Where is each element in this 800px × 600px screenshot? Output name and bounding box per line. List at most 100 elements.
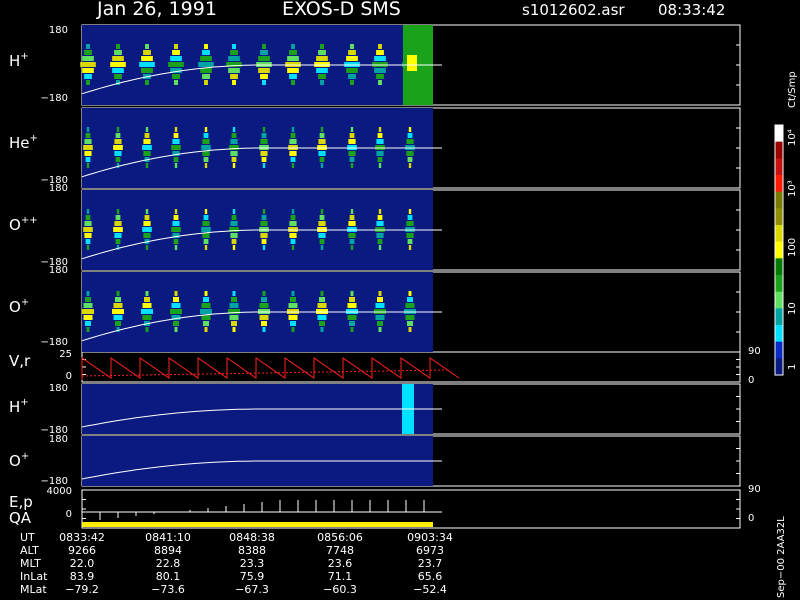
spectral-cell <box>173 297 179 302</box>
spectral-cell <box>262 127 266 132</box>
spectral-cell <box>230 74 238 79</box>
spectral-cell <box>287 68 299 73</box>
spectral-cell <box>405 303 415 308</box>
tick-op-bottom: −180 <box>41 337 68 348</box>
spectral-cell <box>258 68 270 73</box>
spectral-cell <box>346 56 358 61</box>
spectral-cell <box>229 145 239 150</box>
spectral-cell <box>228 309 240 314</box>
spectral-cell <box>319 157 325 162</box>
colorbar-segment <box>775 291 783 309</box>
spectral-cell <box>230 50 238 55</box>
spectral-cell <box>83 315 93 320</box>
spectral-cell <box>408 245 412 250</box>
spectral-cell <box>232 127 236 132</box>
colorbar-segment <box>775 191 783 209</box>
spectral-cell <box>260 233 268 238</box>
spectral-cell <box>174 245 178 250</box>
spectral-cell <box>230 139 238 144</box>
spectral-cell <box>349 239 355 244</box>
spectral-cell <box>230 233 238 238</box>
spectral-cell <box>115 239 121 244</box>
spectral-cell <box>350 327 354 332</box>
spectral-cell <box>232 327 236 332</box>
spectral-cell <box>287 56 299 61</box>
footer-value: −79.2 <box>65 583 99 596</box>
spectral-cell <box>289 151 297 156</box>
qa-bar <box>82 522 433 527</box>
tick-h2-top: 180 <box>49 383 68 394</box>
spectral-cell <box>350 44 354 49</box>
footer-value: 23.7 <box>418 557 443 570</box>
spectral-cell <box>170 309 182 314</box>
spectral-cell <box>232 209 236 214</box>
spectral-cell <box>231 321 237 326</box>
spectral-cell <box>86 291 90 296</box>
velocity-trace <box>81 357 460 380</box>
spectral-cell <box>231 297 237 302</box>
spectral-cell <box>145 245 149 250</box>
spectral-cell <box>173 321 179 326</box>
footer-value: 0848:38 <box>229 531 275 544</box>
spectral-cell <box>350 209 354 214</box>
spectral-cell <box>316 68 328 73</box>
spectral-cell <box>317 315 327 320</box>
spectral-cell <box>114 50 122 55</box>
label-o-plusplus: O++ <box>9 215 38 234</box>
spectral-cell <box>289 233 297 238</box>
spectral-cell <box>320 44 324 49</box>
spectral-cell <box>116 44 120 49</box>
spectral-cell <box>116 127 120 132</box>
spectral-cell <box>174 127 178 132</box>
spectral-cell <box>85 321 91 326</box>
label-o-plus: O+ <box>9 297 29 316</box>
spectral-cell <box>290 157 296 162</box>
spectral-cell <box>83 303 93 308</box>
spectral-cell <box>204 291 208 296</box>
footer-value: 65.6 <box>418 570 443 583</box>
spectral-cell <box>85 239 91 244</box>
footer-value: −52.4 <box>413 583 447 596</box>
spectral-cell <box>202 139 210 144</box>
spectral-cell <box>289 139 297 144</box>
spectral-cell <box>172 50 180 55</box>
label-ep: E,p <box>9 493 33 511</box>
footer-value: 23.3 <box>240 557 265 570</box>
plot-time: 08:33:42 <box>658 1 725 19</box>
footer-value: 83.9 <box>70 570 95 583</box>
spectral-cell <box>113 227 123 232</box>
spectral-cell <box>377 321 383 326</box>
label-vr: V,r <box>9 352 31 370</box>
spectral-cell <box>289 221 297 226</box>
spectral-cell <box>203 133 209 138</box>
spectral-cell <box>291 80 295 85</box>
spectral-cell <box>319 321 325 326</box>
colorbar-label-1: 1 <box>787 364 798 370</box>
spectral-cell <box>204 209 208 214</box>
spectral-cell <box>350 80 354 85</box>
spectral-cell <box>143 233 151 238</box>
spectral-cell <box>116 209 120 214</box>
spectral-cell <box>116 291 120 296</box>
spectral-cell <box>232 163 236 168</box>
spectral-cell <box>375 303 385 308</box>
spectral-cell <box>203 215 209 220</box>
spectral-cell <box>170 56 182 61</box>
colorbar-outline <box>774 124 784 376</box>
footer-value: 80.1 <box>156 570 181 583</box>
spectral-cell <box>290 321 296 326</box>
spectral-cell <box>172 221 180 226</box>
spectral-cell <box>203 321 209 326</box>
colorbar-unit: Ct/Smp <box>787 71 798 108</box>
spectral-cell <box>168 62 184 67</box>
spectral-cell <box>231 215 237 220</box>
spectral-cell <box>350 245 354 250</box>
label-h-plus-2: H+ <box>9 397 29 416</box>
spectral-cell <box>374 56 386 61</box>
footer-value: −60.3 <box>323 583 357 596</box>
h-plus-yellow-core <box>407 55 417 71</box>
spectral-cell <box>174 327 178 332</box>
spectral-cell <box>378 80 382 85</box>
spectral-cell <box>174 163 178 168</box>
